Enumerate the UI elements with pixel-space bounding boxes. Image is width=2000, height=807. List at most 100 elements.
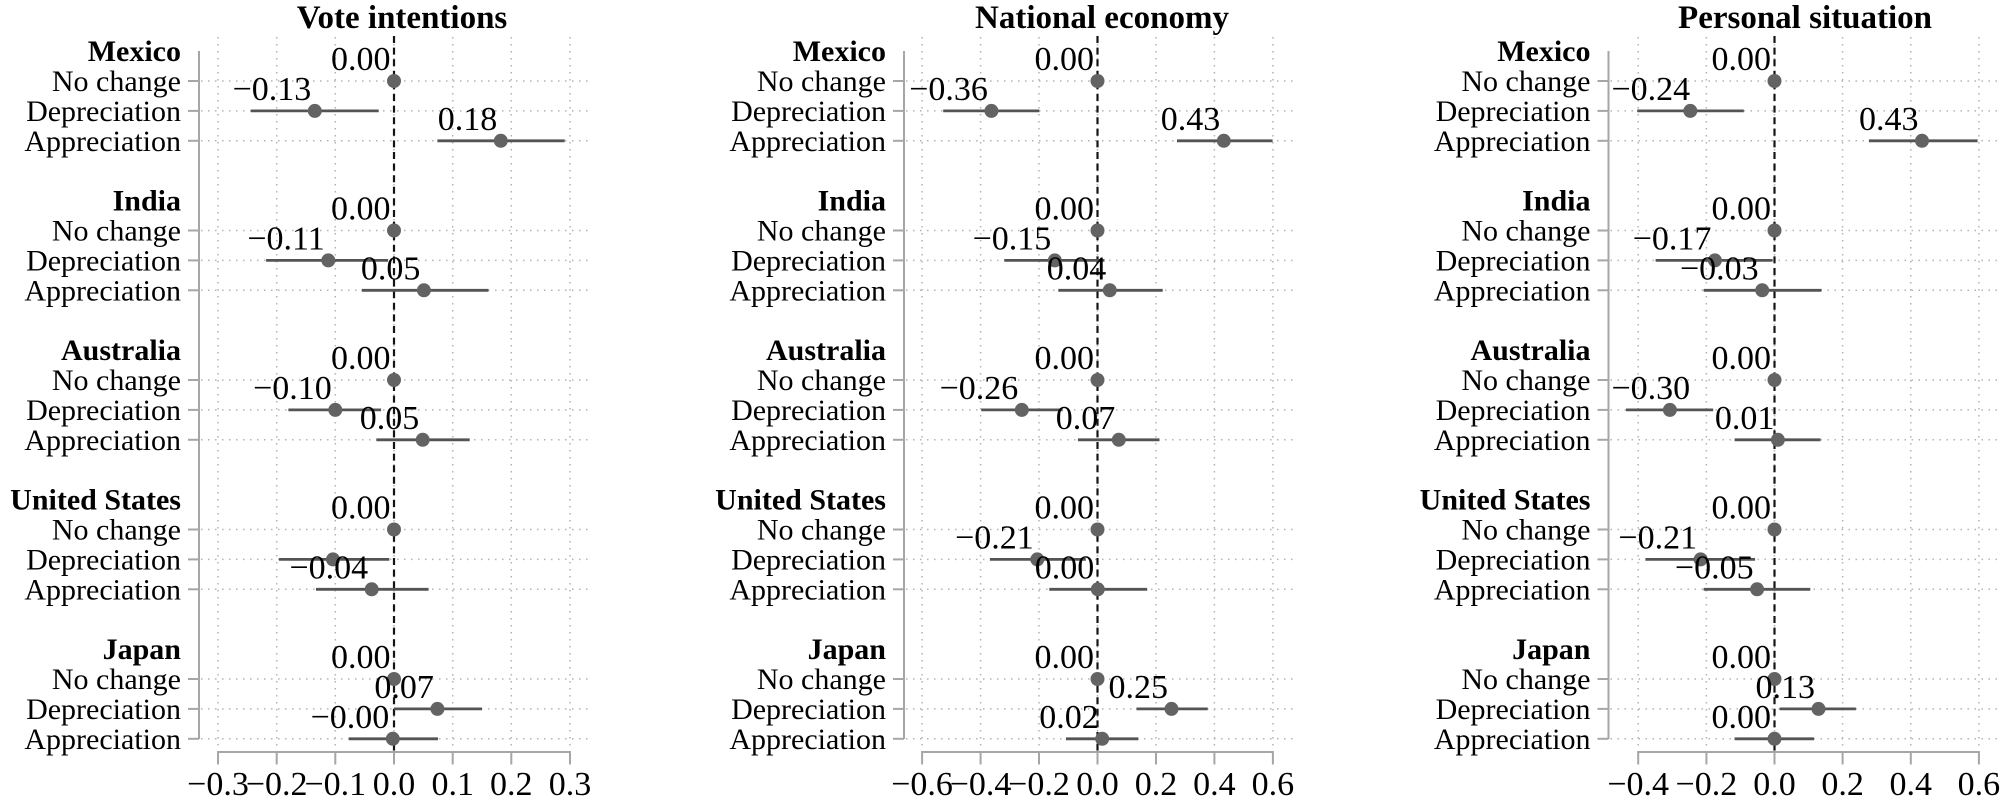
svg-text:0.00: 0.00 bbox=[1712, 340, 1772, 377]
svg-text:0.05: 0.05 bbox=[360, 400, 420, 437]
svg-text:Appreciation: Appreciation bbox=[24, 723, 181, 756]
svg-text:−0.17: −0.17 bbox=[1633, 220, 1712, 257]
svg-text:0.13: 0.13 bbox=[1756, 669, 1816, 706]
svg-text:Appreciation: Appreciation bbox=[729, 125, 886, 158]
svg-text:0.02: 0.02 bbox=[1039, 699, 1099, 736]
svg-text:0.04: 0.04 bbox=[1047, 250, 1107, 287]
svg-text:−0.2: −0.2 bbox=[246, 766, 308, 802]
svg-text:No change: No change bbox=[1461, 514, 1590, 547]
svg-text:0.00: 0.00 bbox=[1035, 490, 1095, 527]
svg-text:Depreciation: Depreciation bbox=[731, 543, 886, 576]
svg-text:−0.2: −0.2 bbox=[1676, 766, 1738, 802]
svg-text:India: India bbox=[818, 185, 886, 218]
svg-text:0.3: 0.3 bbox=[549, 766, 592, 802]
svg-text:−0.11: −0.11 bbox=[247, 220, 324, 257]
svg-text:−0.13: −0.13 bbox=[233, 71, 312, 108]
svg-text:Appreciation: Appreciation bbox=[1434, 424, 1591, 457]
svg-text:0.00: 0.00 bbox=[1035, 549, 1095, 586]
svg-text:0.4: 0.4 bbox=[1193, 766, 1236, 802]
svg-text:No change: No change bbox=[757, 364, 886, 397]
svg-text:No change: No change bbox=[757, 514, 886, 547]
svg-text:Japan: Japan bbox=[103, 633, 182, 666]
svg-text:−0.1: −0.1 bbox=[304, 766, 366, 802]
svg-text:0.00: 0.00 bbox=[1035, 191, 1095, 228]
svg-text:−0.03: −0.03 bbox=[1680, 250, 1759, 287]
svg-text:Appreciation: Appreciation bbox=[729, 723, 886, 756]
svg-text:−0.21: −0.21 bbox=[1618, 519, 1697, 556]
svg-text:−0.6: −0.6 bbox=[891, 766, 953, 802]
svg-text:Japan: Japan bbox=[808, 633, 887, 666]
svg-text:0.05: 0.05 bbox=[361, 250, 421, 287]
svg-text:Depreciation: Depreciation bbox=[1436, 244, 1591, 277]
svg-text:0.0: 0.0 bbox=[1753, 766, 1796, 802]
svg-text:0.00: 0.00 bbox=[1712, 191, 1772, 228]
svg-text:No change: No change bbox=[52, 65, 181, 98]
svg-text:United States: United States bbox=[10, 484, 181, 517]
svg-text:Depreciation: Depreciation bbox=[26, 543, 181, 576]
svg-text:India: India bbox=[1522, 185, 1590, 218]
svg-text:−0.30: −0.30 bbox=[1612, 370, 1691, 407]
svg-text:No change: No change bbox=[1461, 65, 1590, 98]
svg-text:0.6: 0.6 bbox=[1958, 766, 2000, 802]
svg-text:Depreciation: Depreciation bbox=[731, 394, 886, 427]
svg-text:India: India bbox=[113, 185, 181, 218]
svg-text:No change: No change bbox=[757, 215, 886, 248]
svg-text:Appreciation: Appreciation bbox=[1434, 274, 1591, 307]
svg-text:Depreciation: Depreciation bbox=[731, 244, 886, 277]
svg-text:National economy: National economy bbox=[975, 0, 1229, 36]
svg-text:Personal situation: Personal situation bbox=[1678, 0, 1932, 36]
svg-text:−0.24: −0.24 bbox=[1612, 71, 1691, 108]
svg-text:Depreciation: Depreciation bbox=[26, 244, 181, 277]
svg-text:0.0: 0.0 bbox=[373, 766, 416, 802]
svg-text:No change: No change bbox=[52, 364, 181, 397]
svg-text:Depreciation: Depreciation bbox=[26, 693, 181, 726]
svg-text:Depreciation: Depreciation bbox=[26, 394, 181, 427]
svg-text:Vote intentions: Vote intentions bbox=[297, 0, 508, 36]
svg-text:No change: No change bbox=[52, 514, 181, 547]
svg-text:Depreciation: Depreciation bbox=[731, 95, 886, 128]
svg-text:0.43: 0.43 bbox=[1161, 101, 1221, 138]
svg-text:0.00: 0.00 bbox=[1712, 699, 1772, 736]
svg-text:0.25: 0.25 bbox=[1109, 669, 1169, 706]
svg-text:Appreciation: Appreciation bbox=[24, 424, 181, 457]
svg-text:Appreciation: Appreciation bbox=[729, 274, 886, 307]
svg-text:0.43: 0.43 bbox=[1859, 101, 1919, 138]
svg-text:Mexico: Mexico bbox=[1497, 35, 1590, 68]
svg-text:Australia: Australia bbox=[766, 334, 886, 367]
svg-text:Appreciation: Appreciation bbox=[24, 573, 181, 606]
svg-text:Australia: Australia bbox=[1471, 334, 1591, 367]
svg-text:−0.2: −0.2 bbox=[1008, 766, 1070, 802]
svg-text:−0.4: −0.4 bbox=[950, 766, 1012, 802]
svg-text:−0.3: −0.3 bbox=[187, 766, 249, 802]
svg-text:−0.15: −0.15 bbox=[973, 220, 1052, 257]
svg-text:Appreciation: Appreciation bbox=[24, 274, 181, 307]
svg-text:Appreciation: Appreciation bbox=[1434, 723, 1591, 756]
svg-text:United States: United States bbox=[1420, 484, 1591, 517]
svg-text:−0.36: −0.36 bbox=[909, 71, 988, 108]
svg-text:0.01: 0.01 bbox=[1715, 400, 1775, 437]
svg-text:No change: No change bbox=[1461, 364, 1590, 397]
svg-text:0.00: 0.00 bbox=[1035, 340, 1095, 377]
svg-text:0.00: 0.00 bbox=[1035, 639, 1095, 676]
svg-text:0.4: 0.4 bbox=[1890, 766, 1933, 802]
svg-text:0.00: 0.00 bbox=[1712, 639, 1772, 676]
svg-text:0.0: 0.0 bbox=[1076, 766, 1119, 802]
svg-text:0.2: 0.2 bbox=[490, 766, 533, 802]
svg-text:Appreciation: Appreciation bbox=[24, 125, 181, 158]
svg-text:Depreciation: Depreciation bbox=[26, 95, 181, 128]
svg-text:−0.10: −0.10 bbox=[253, 370, 332, 407]
svg-text:No change: No change bbox=[1461, 663, 1590, 696]
svg-text:Appreciation: Appreciation bbox=[1434, 573, 1591, 606]
svg-text:Depreciation: Depreciation bbox=[1436, 394, 1591, 427]
svg-text:0.18: 0.18 bbox=[438, 101, 498, 138]
svg-text:United States: United States bbox=[715, 484, 886, 517]
svg-text:0.00: 0.00 bbox=[1035, 41, 1095, 78]
svg-text:0.2: 0.2 bbox=[1821, 766, 1864, 802]
svg-text:Appreciation: Appreciation bbox=[729, 424, 886, 457]
svg-text:0.00: 0.00 bbox=[331, 191, 391, 228]
svg-text:0.2: 0.2 bbox=[1135, 766, 1178, 802]
svg-text:Australia: Australia bbox=[61, 334, 181, 367]
svg-text:Depreciation: Depreciation bbox=[1436, 693, 1591, 726]
svg-text:No change: No change bbox=[1461, 215, 1590, 248]
svg-text:No change: No change bbox=[52, 663, 181, 696]
